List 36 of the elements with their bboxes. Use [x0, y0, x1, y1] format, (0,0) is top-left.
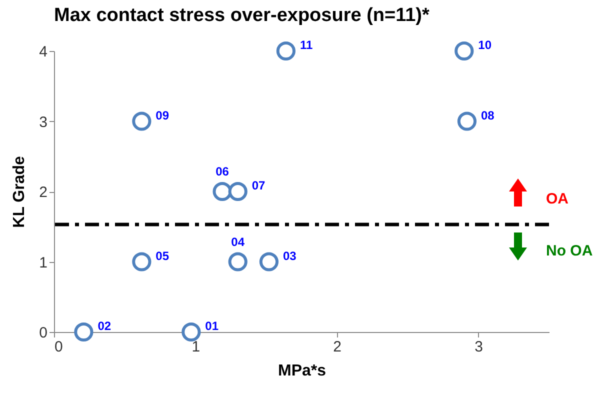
point [182, 322, 201, 342]
annotation: 08 [480, 108, 495, 122]
point [132, 112, 152, 131]
annotation: 06 [216, 164, 230, 178]
annotation: 02 [98, 319, 112, 333]
annotation: 01 [205, 319, 219, 333]
point [259, 252, 279, 272]
annotation: 09 [156, 108, 170, 122]
y-tick-label: 1 [39, 254, 48, 272]
chart-title: Max contact stress over-exposure (n=11)* [54, 4, 430, 26]
annotation: No OA [546, 242, 593, 260]
point [276, 41, 296, 61]
x-tick-label: 0 [54, 338, 63, 356]
point [228, 182, 248, 202]
point [454, 41, 474, 61]
y-tick-label: 4 [39, 44, 48, 60]
annotation: OA [546, 190, 569, 208]
x-tick-label: 3 [474, 338, 483, 356]
point [228, 252, 248, 272]
annotation: 05 [156, 248, 170, 263]
x-tick-label: 1 [192, 338, 200, 356]
annotation: 03 [282, 248, 297, 263]
point [212, 182, 232, 202]
point [457, 112, 477, 131]
y-tick-label: 0 [39, 324, 48, 342]
y-axis-title: KL Grade [11, 156, 28, 228]
annotation: 11 [300, 38, 313, 52]
annotation: 07 [252, 178, 266, 192]
point [132, 252, 152, 272]
annotation: 04 [231, 234, 245, 249]
annotation: 10 [478, 38, 492, 52]
y-tick-label: 2 [39, 184, 48, 201]
point [74, 322, 94, 342]
x-tick-label: 2 [333, 338, 342, 356]
x-axis-title: MPa*s [278, 362, 326, 380]
y-tick-label: 3 [39, 114, 48, 131]
